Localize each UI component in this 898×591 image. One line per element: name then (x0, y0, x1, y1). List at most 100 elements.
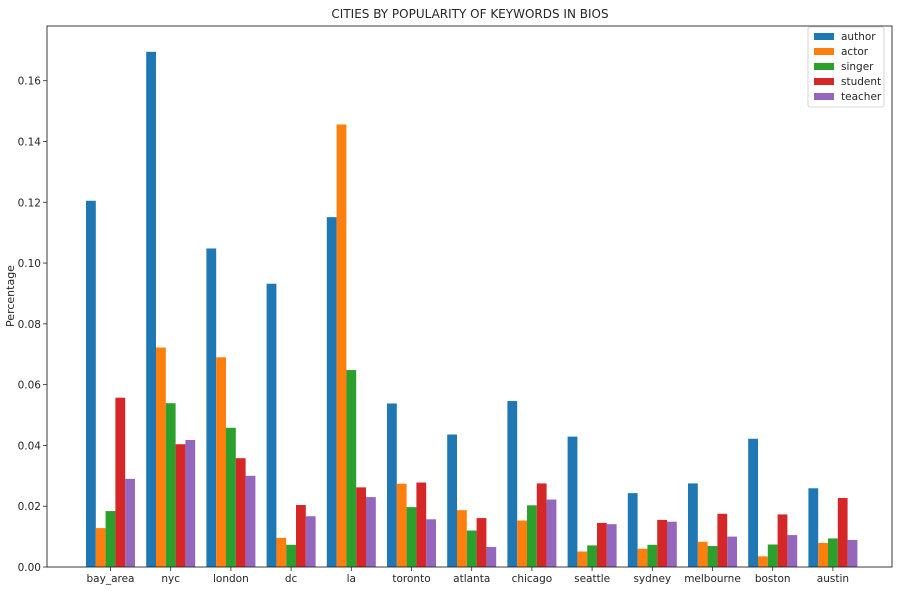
bar-student-boston (777, 514, 788, 567)
bar-singer-bay_area (105, 511, 116, 567)
bar-singer-chicago (527, 505, 537, 567)
bar-actor-melbourne (697, 541, 708, 567)
legend: author actor singer student teacher (807, 26, 885, 108)
bar-teacher-nyc (185, 439, 196, 567)
bar-singer-la (346, 370, 357, 567)
bar-author-london (206, 248, 217, 568)
y-tick-label: 0.08 (18, 319, 41, 331)
bar-singer-austin (828, 538, 838, 567)
bar-student-seattle (597, 522, 607, 567)
bar-author-bay_area (86, 200, 96, 567)
bar-actor-boston (758, 556, 768, 567)
x-tick-label: sydney (633, 573, 671, 585)
bar-singer-melbourne (707, 546, 718, 567)
bar-singer-london (226, 427, 236, 567)
bar-teacher-austin (847, 539, 858, 567)
x-tick-label: chicago (512, 573, 553, 585)
bar-teacher-sydney (667, 521, 677, 567)
bar-student-austin (837, 498, 848, 567)
x-tick-label: london (213, 573, 249, 585)
bar-actor-seattle (577, 551, 588, 567)
bar-student-melbourne (717, 513, 728, 567)
plot-frame (46, 25, 893, 568)
bar-student-toronto (416, 482, 427, 567)
bar-actor-london (216, 357, 226, 567)
x-tick-label: la (347, 573, 356, 585)
bar-author-sydney (627, 493, 638, 567)
bar-singer-boston (767, 544, 778, 567)
legend-label-singer: singer (841, 61, 874, 73)
x-tick-label: toronto (392, 573, 430, 585)
bar-singer-toronto (406, 507, 417, 567)
legend-swatch-actor (814, 48, 834, 55)
x-tick-label: boston (755, 573, 791, 585)
bar-student-dc (296, 505, 306, 567)
chart-title: CITIES BY POPULARITY OF KEYWORDS IN BIOS (331, 7, 608, 21)
bar-singer-seattle (587, 545, 597, 567)
bar-author-la (326, 217, 337, 568)
bar-actor-atlanta (457, 510, 467, 567)
bar-author-austin (808, 488, 819, 567)
bar-student-atlanta (476, 518, 487, 567)
bar-student-bay_area (115, 397, 126, 567)
x-tick-label: austin (817, 573, 849, 585)
x-tick-label: nyc (161, 573, 180, 585)
bar-student-chicago (536, 483, 547, 567)
bar-teacher-melbourne (727, 536, 737, 567)
bar-teacher-bay_area (125, 478, 135, 567)
legend-swatch-student (814, 78, 834, 85)
bar-singer-nyc (165, 403, 176, 567)
bar-singer-dc (286, 544, 296, 567)
y-axis: 0.00 0.02 0.04 0.06 0.08 0.10 0.12 0.14 0.16 (18, 76, 47, 574)
bar-teacher-london (245, 475, 256, 567)
bar-actor-la (336, 124, 347, 567)
bar-actor-toronto (396, 483, 407, 567)
legend-swatch-author (814, 33, 834, 40)
bar-student-nyc (175, 444, 186, 567)
legend-swatch-singer (814, 63, 834, 70)
bars-group (86, 51, 858, 568)
x-tick-label: bay_area (87, 573, 135, 585)
y-tick-label: 0.02 (18, 501, 41, 513)
bar-teacher-boston (787, 535, 798, 567)
bar-singer-atlanta (466, 530, 477, 567)
legend-swatch-teacher (814, 93, 834, 100)
bar-actor-bay_area (95, 528, 106, 567)
bar-author-seattle (567, 436, 578, 567)
y-axis-label: Percentage (4, 265, 17, 327)
bar-author-atlanta (447, 434, 457, 567)
x-tick-label: dc (285, 573, 298, 585)
legend-box (807, 26, 885, 108)
x-tick-label: atlanta (453, 573, 490, 585)
bar-singer-sydney (647, 544, 658, 567)
y-tick-label: 0.04 (18, 440, 42, 452)
y-tick-label: 0.00 (18, 562, 41, 574)
bar-author-chicago (507, 401, 518, 567)
bar-teacher-toronto (426, 519, 436, 567)
y-tick-label: 0.06 (18, 380, 42, 392)
bar-actor-austin (818, 542, 828, 567)
bar-actor-sydney (637, 548, 648, 567)
bar-author-boston (748, 438, 758, 567)
bar-author-toronto (387, 403, 397, 567)
x-tick-label: melbourne (684, 573, 741, 585)
legend-label-student: student (841, 76, 881, 88)
x-axis: bay_area nyc london dc la toronto atlanta chica… (87, 567, 849, 585)
bar-teacher-seattle (606, 524, 617, 567)
bar-author-melbourne (688, 483, 698, 567)
y-tick-label: 0.12 (18, 197, 41, 209)
bar-teacher-chicago (546, 499, 557, 567)
bar-actor-dc (276, 537, 287, 567)
bar-student-london (235, 458, 246, 567)
y-tick-label: 0.16 (18, 76, 42, 88)
y-tick-label: 0.14 (18, 136, 42, 148)
x-tick-label: seattle (574, 573, 610, 585)
bar-student-la (356, 487, 366, 567)
y-tick-label: 0.10 (18, 258, 41, 270)
bar-author-nyc (146, 51, 156, 567)
bar-author-dc (266, 283, 277, 567)
bar-actor-chicago (517, 520, 527, 567)
bar-teacher-la (366, 497, 376, 567)
legend-label-teacher: teacher (841, 91, 882, 103)
